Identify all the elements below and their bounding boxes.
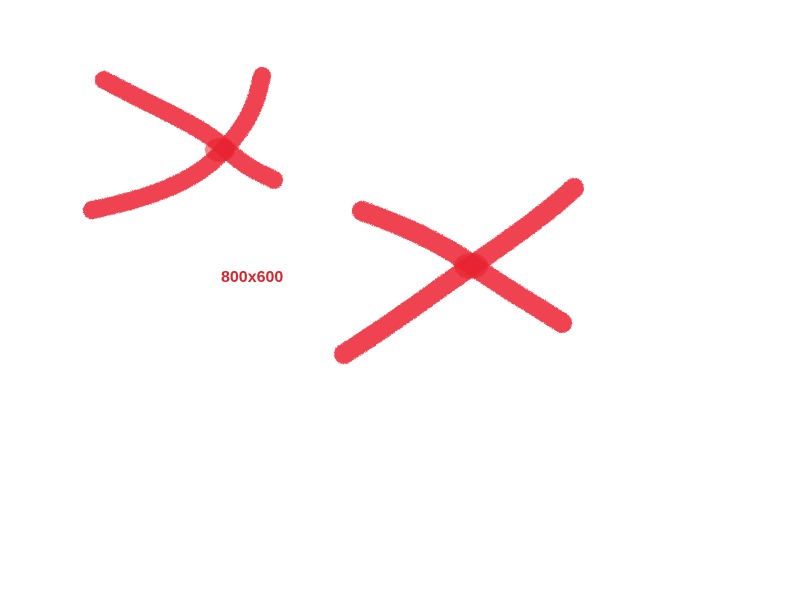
brush-cross-mark — [334, 178, 584, 364]
brush-overlap — [454, 253, 488, 279]
brush-overlap — [205, 138, 235, 162]
brush-cross-mark — [83, 67, 283, 219]
size-label: 800x600 — [221, 269, 284, 286]
